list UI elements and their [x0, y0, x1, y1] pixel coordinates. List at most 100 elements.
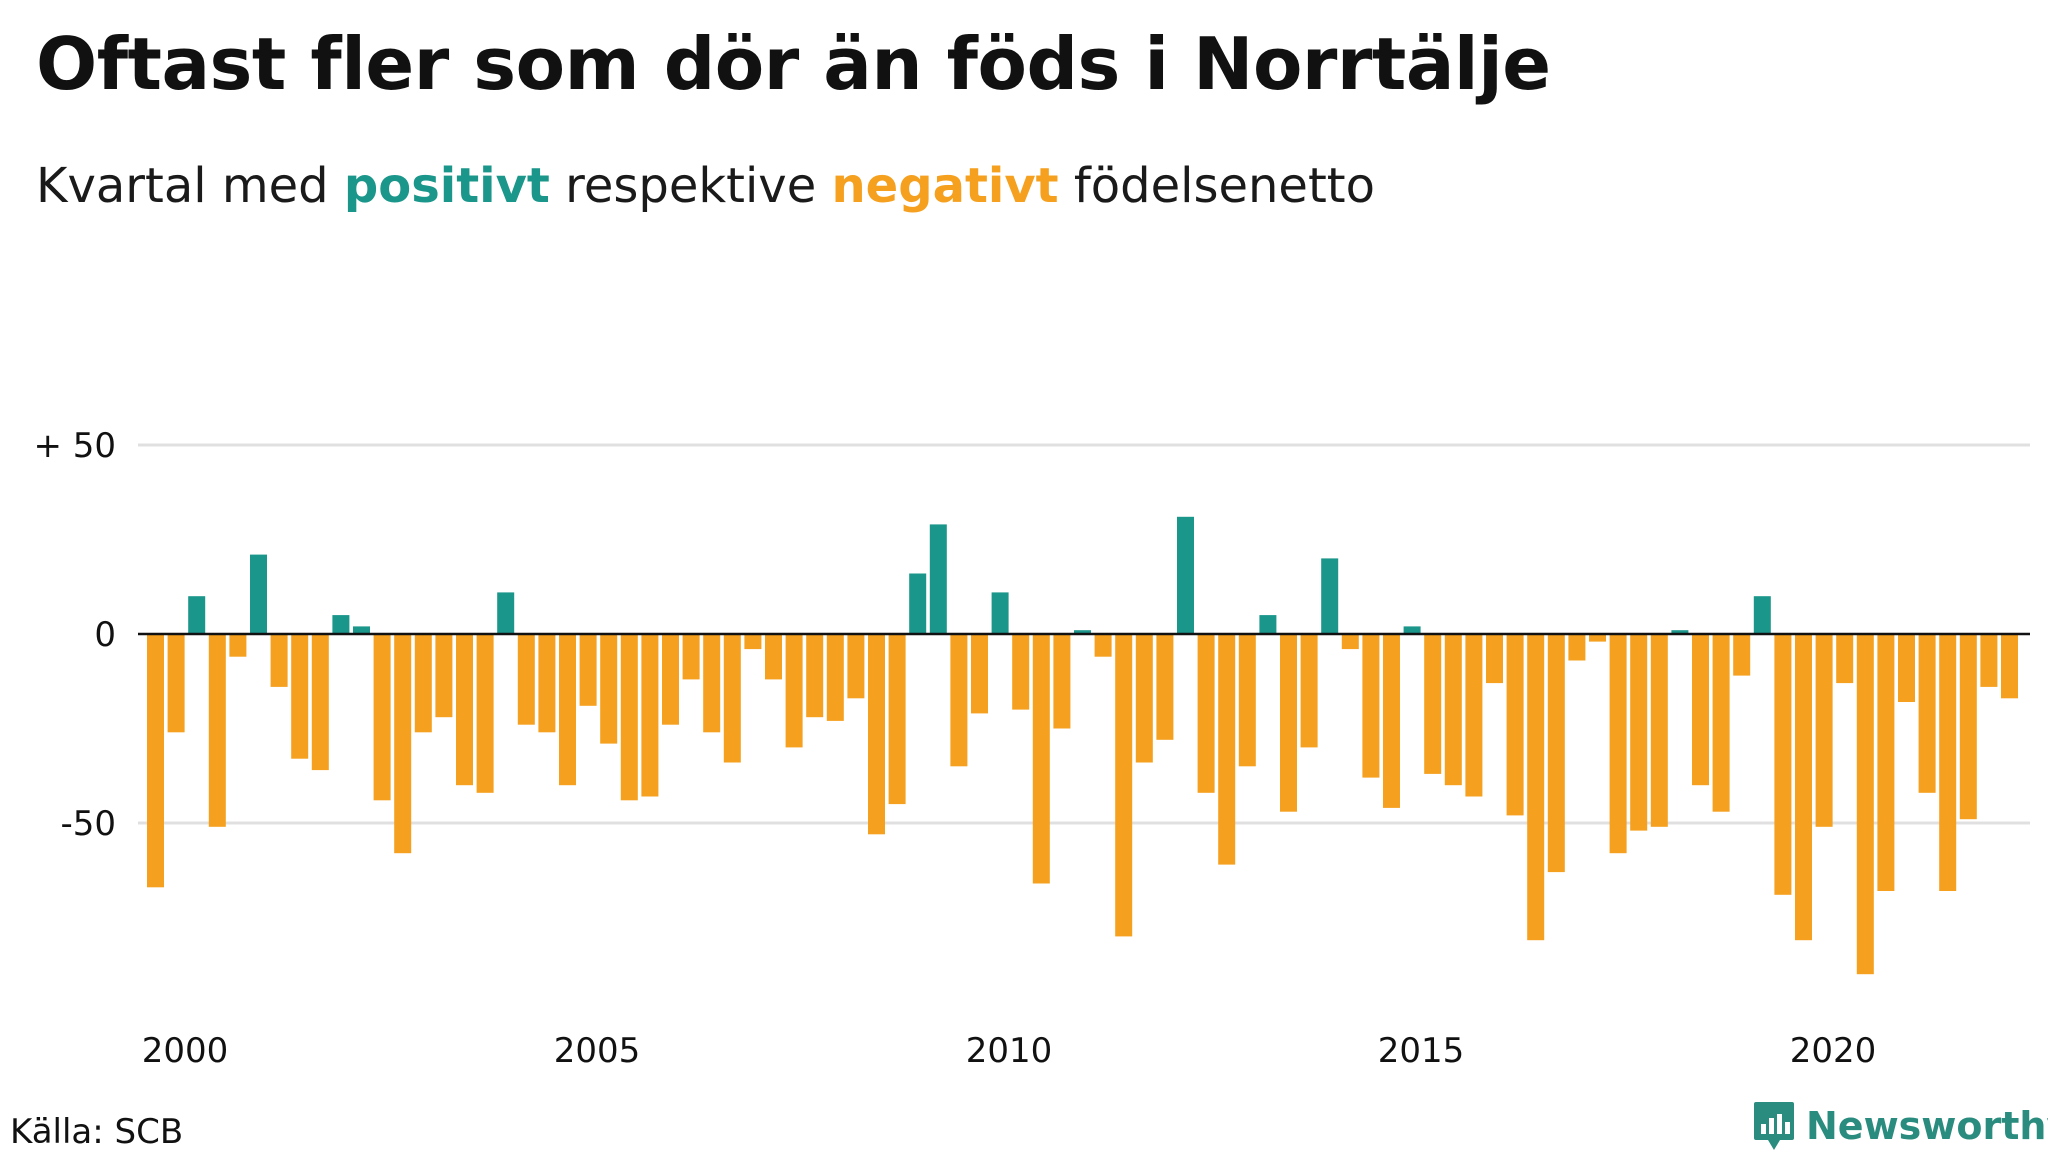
- bar: [1836, 634, 1854, 684]
- bar: [1486, 634, 1503, 684]
- bar: [2001, 634, 2018, 699]
- bar: [682, 634, 700, 680]
- bar: [620, 634, 638, 801]
- bar: [1856, 634, 1874, 975]
- bar: [1238, 634, 1256, 767]
- bar: [188, 596, 206, 634]
- chart-bars: [147, 516, 2018, 975]
- bar: [991, 592, 1009, 634]
- bar: [929, 524, 947, 634]
- x-tick-label: 2010: [966, 1031, 1053, 1071]
- bar: [435, 634, 453, 718]
- bar: [1197, 634, 1215, 793]
- bar: [476, 634, 494, 793]
- bar: [517, 634, 535, 725]
- bar: [1959, 634, 1977, 820]
- x-tick-label: 2015: [1378, 1031, 1465, 1071]
- newsworthy-logo: Newsworthy: [1752, 1098, 2048, 1154]
- bar: [1053, 634, 1071, 729]
- bar: [538, 634, 556, 733]
- bar: [1012, 634, 1030, 710]
- bar: [208, 634, 226, 827]
- bar: [1918, 634, 1936, 793]
- bar: [1650, 634, 1668, 827]
- bar: [723, 634, 741, 763]
- bar: [1547, 634, 1565, 873]
- subtitle-part-1: Kvartal med: [36, 158, 344, 214]
- bar: [744, 634, 762, 650]
- y-tick-label: + 50: [33, 426, 116, 466]
- bar: [1300, 634, 1318, 748]
- bar: [167, 634, 185, 733]
- subtitle-negative: negativt: [831, 158, 1059, 214]
- bar: [1135, 634, 1153, 763]
- bar: [1712, 634, 1730, 812]
- bar: [1177, 516, 1194, 634]
- bar: [332, 615, 350, 634]
- source-label: Källa: SCB: [10, 1112, 184, 1152]
- bar: [703, 634, 721, 733]
- bar: [1939, 634, 1957, 891]
- bar: [1568, 634, 1586, 661]
- bar: [641, 634, 659, 797]
- bar: [1362, 634, 1380, 778]
- bar: [1403, 626, 1421, 634]
- bar: [909, 573, 927, 634]
- bar: [311, 634, 329, 771]
- bar: [1424, 634, 1442, 774]
- bar: [1032, 634, 1050, 884]
- subtitle-part-3: födelsenetto: [1058, 158, 1375, 214]
- x-axis-ticks: 2000 2005 2010 2015 2020: [142, 1031, 1877, 1071]
- bar: [1527, 634, 1545, 941]
- bar: [1733, 634, 1751, 676]
- bar: [394, 634, 412, 854]
- bar: [847, 634, 865, 699]
- bar: [765, 634, 782, 680]
- bar: [559, 634, 576, 786]
- bar: [353, 626, 370, 634]
- bar: [1341, 634, 1359, 650]
- bar: [250, 554, 267, 634]
- bar: [1465, 634, 1483, 797]
- bar: [456, 634, 473, 786]
- bar: [1218, 634, 1236, 865]
- bar: [1980, 634, 1998, 687]
- bar: [1671, 630, 1689, 634]
- subtitle-part-2: respektive: [549, 158, 832, 214]
- bar: [229, 634, 247, 657]
- newsworthy-logo-icon: [1754, 1102, 1794, 1150]
- bar: [1094, 634, 1112, 657]
- y-axis-ticks: + 50 0 -50: [33, 426, 116, 844]
- x-tick-label: 2005: [554, 1031, 641, 1071]
- bar: [373, 634, 391, 801]
- bar: [785, 634, 803, 748]
- bar: [147, 634, 164, 888]
- bar: [971, 634, 988, 714]
- bar: [1259, 615, 1277, 634]
- chart-subtitle: Kvartal med positivt respektive negativt…: [36, 158, 1375, 214]
- bar: [1877, 634, 1895, 891]
- bar: [1156, 634, 1174, 740]
- bar: [1115, 634, 1133, 937]
- bar: [1321, 558, 1339, 634]
- bar: [1774, 634, 1792, 895]
- x-tick-label: 2000: [142, 1031, 229, 1071]
- bar: [1692, 634, 1709, 786]
- bar: [1795, 634, 1812, 941]
- bar: [868, 634, 885, 835]
- bar: [1383, 634, 1400, 808]
- bar: [1898, 634, 1915, 702]
- bar: [1630, 634, 1648, 831]
- bar: [1609, 634, 1627, 854]
- bar: [888, 634, 906, 805]
- bar: [1074, 630, 1091, 634]
- y-tick-label: -50: [60, 804, 116, 844]
- bar: [414, 634, 432, 733]
- bar: [600, 634, 618, 744]
- bar: [950, 634, 968, 767]
- chart-grid: [138, 443, 2030, 825]
- bar: [1589, 634, 1606, 642]
- subtitle-positive: positivt: [343, 158, 550, 214]
- bar: [579, 634, 597, 706]
- bar: [1815, 634, 1833, 827]
